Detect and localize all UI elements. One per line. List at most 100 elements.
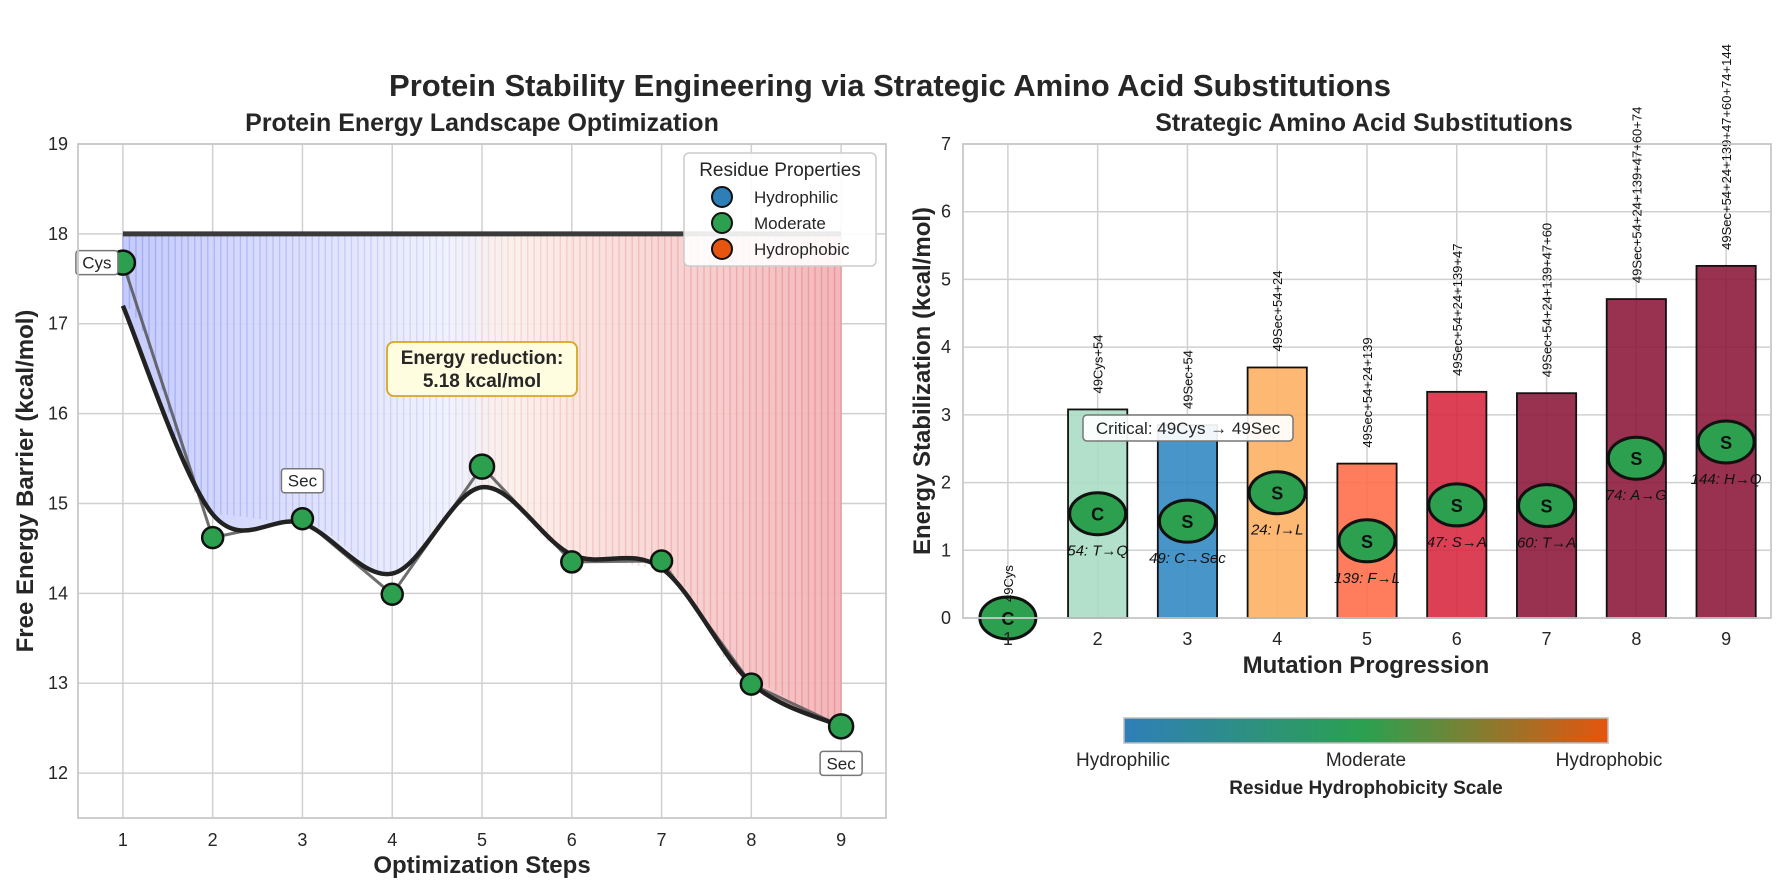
- right-y-tick-label: 5: [941, 269, 951, 289]
- mutation-label: 74: A→G: [1606, 487, 1667, 504]
- point-label-box: [819, 750, 863, 777]
- cumulative-label: 49Sec+54+24+139+47+60: [1540, 223, 1555, 377]
- energy-point: [290, 506, 315, 531]
- residue-code: S: [1451, 496, 1463, 516]
- left-y-axis-label: Free Energy Barrier (kcal/mol): [12, 310, 39, 653]
- legend: Residue Properties Hydrophilic Moderate …: [683, 152, 877, 267]
- legend-hydrophilic-marker: [711, 186, 733, 208]
- energy-point: [560, 550, 584, 574]
- energy-landscape-panel: Protein Energy Landscape Optimization Cy…: [12, 109, 887, 879]
- residue-code: S: [1720, 433, 1732, 453]
- left-x-axis-label: Optimization Steps: [373, 852, 590, 879]
- point-label: Sec: [826, 754, 856, 773]
- residue-code: C: [1091, 505, 1104, 525]
- energy-point: [380, 582, 404, 606]
- left-x-tick-label: 7: [657, 830, 667, 850]
- residue-marker: [1427, 482, 1487, 528]
- left-y-tick-label: 17: [48, 314, 68, 334]
- mutation-label: 49: C→Sec: [1149, 550, 1226, 567]
- energy-reduction-fill: [122, 233, 842, 727]
- right-x-tick-label: 3: [1182, 629, 1192, 649]
- legend-hydrophobic-marker: [711, 238, 733, 260]
- mutation-labels: 54: T→Q 49: C→Sec 24: I→L 139: F→L 47: S→A 60…: [1067, 471, 1762, 587]
- residue-code: S: [1630, 449, 1642, 469]
- figure-title: Protein Stability Engineering via Strate…: [389, 68, 1391, 103]
- residue-marker: [1696, 419, 1756, 465]
- colorbar-high-label: Hydrophobic: [1556, 750, 1663, 771]
- cumulative-label: 49Sec+54+24+139+47: [1450, 244, 1465, 376]
- right-y-tick-label: 7: [941, 134, 951, 154]
- legend-moderate-marker: [711, 212, 733, 234]
- point-label-box: [280, 467, 325, 494]
- legend-box: [683, 152, 877, 267]
- left-y-tick-label: 15: [48, 493, 68, 513]
- left-x-tick-label: 1: [118, 830, 128, 850]
- residue-code: S: [1271, 484, 1283, 504]
- right-x-tick-label: 9: [1721, 629, 1731, 649]
- energy-point: [468, 453, 496, 480]
- substitutions-panel: Strategic Amino Acid Substitutions C C S S S…: [909, 44, 1772, 799]
- left-x-tick-label: 6: [567, 830, 577, 850]
- right-y-tick-label: 4: [941, 337, 951, 357]
- annotation-box: [386, 341, 578, 397]
- legend-hydrophobic-label: Hydrophobic: [754, 240, 850, 259]
- right-panel-title: Strategic Amino Acid Substitutions: [1155, 109, 1573, 137]
- residue-marker: [1157, 498, 1217, 544]
- energy-point: [739, 672, 764, 696]
- left-x-tick-label: 9: [836, 830, 846, 850]
- callout-text: Critical: 49Cys → 49Sec: [1096, 419, 1281, 438]
- point-labels: Cys Sec Sec: [75, 249, 863, 777]
- right-x-tick-label: 6: [1452, 629, 1462, 649]
- legend-moderate-label: Moderate: [754, 214, 826, 233]
- colorbar-mid-label: Moderate: [1326, 750, 1406, 771]
- callout-box: [1082, 414, 1294, 442]
- right-y-axis-label: Energy Stabilization (kcal/mol): [909, 207, 936, 555]
- cumulative-label: 49Sec+54+24: [1270, 270, 1285, 351]
- residue-markers: C C S S S S S S S: [978, 419, 1756, 641]
- residue-marker: [1517, 483, 1577, 529]
- right-y-tick-label: 0: [941, 608, 951, 628]
- residue-marker: [1247, 470, 1307, 516]
- residue-code: S: [1361, 532, 1373, 552]
- right-x-axis-label: Mutation Progression: [1243, 652, 1490, 679]
- right-x-tick-label: 1: [1003, 629, 1013, 649]
- residue-code: S: [1181, 512, 1193, 532]
- right-x-tick-label: 4: [1272, 629, 1282, 649]
- cumulative-label: 49Sec+54: [1180, 350, 1195, 409]
- residue-code: S: [1541, 497, 1553, 517]
- left-y-tick-label: 18: [48, 224, 68, 244]
- right-y-tick-label: 3: [941, 405, 951, 425]
- right-axes-frame: [962, 143, 1772, 619]
- mutation-label: 60: T→A: [1517, 535, 1576, 552]
- mutation-label: 54: T→Q: [1067, 543, 1128, 560]
- mutation-label: 139: F→L: [1334, 570, 1400, 587]
- left-y-tick-label: 12: [48, 763, 68, 783]
- cumulative-label: 49Sec+54+24+139+47+60+74: [1629, 107, 1644, 283]
- colorbar-gradient: [1123, 717, 1609, 744]
- legend-hydrophilic-label: Hydrophilic: [754, 188, 839, 207]
- mutation-label: 144: H→Q: [1691, 471, 1762, 488]
- critical-callout: Critical: 49Cys → 49Sec: [1082, 414, 1294, 442]
- cumulative-label: 49Sec+54+24+139: [1360, 337, 1375, 447]
- left-y-tick-label: 19: [48, 134, 68, 154]
- residue-marker: [1068, 491, 1128, 537]
- cumulative-label: 49Cys+54: [1091, 335, 1106, 394]
- point-label: Cys: [82, 254, 111, 273]
- left-y-tick-label: 13: [48, 673, 68, 693]
- point-label-box: [75, 249, 119, 276]
- right-axis-ticks: 1 2 3 4 5 6 7 8 9 0 1 2 3 4 5 6 7: [941, 134, 1731, 649]
- right-y-tick-label: 1: [941, 540, 951, 560]
- energy-reduction-annotation: Energy reduction: 5.18 kcal/mol: [386, 341, 578, 397]
- point-label: Sec: [288, 472, 318, 491]
- mutation-label: 47: S→A: [1427, 534, 1487, 551]
- legend-title: Residue Properties: [699, 160, 861, 181]
- left-x-tick-label: 3: [297, 830, 307, 850]
- right-x-tick-label: 5: [1362, 629, 1372, 649]
- right-x-tick-label: 7: [1542, 629, 1552, 649]
- annotation-line1: Energy reduction:: [401, 348, 564, 369]
- energy-point: [827, 713, 855, 740]
- colorbar-title: Residue Hydrophobicity Scale: [1229, 778, 1502, 799]
- cumulative-label: 49Sec+54+24+139+47+60+74+144: [1719, 44, 1734, 250]
- cumulative-labels: 49Cys 49Cys+54 49Sec+54 49Sec+54+24 49Sec+54…: [1001, 44, 1734, 602]
